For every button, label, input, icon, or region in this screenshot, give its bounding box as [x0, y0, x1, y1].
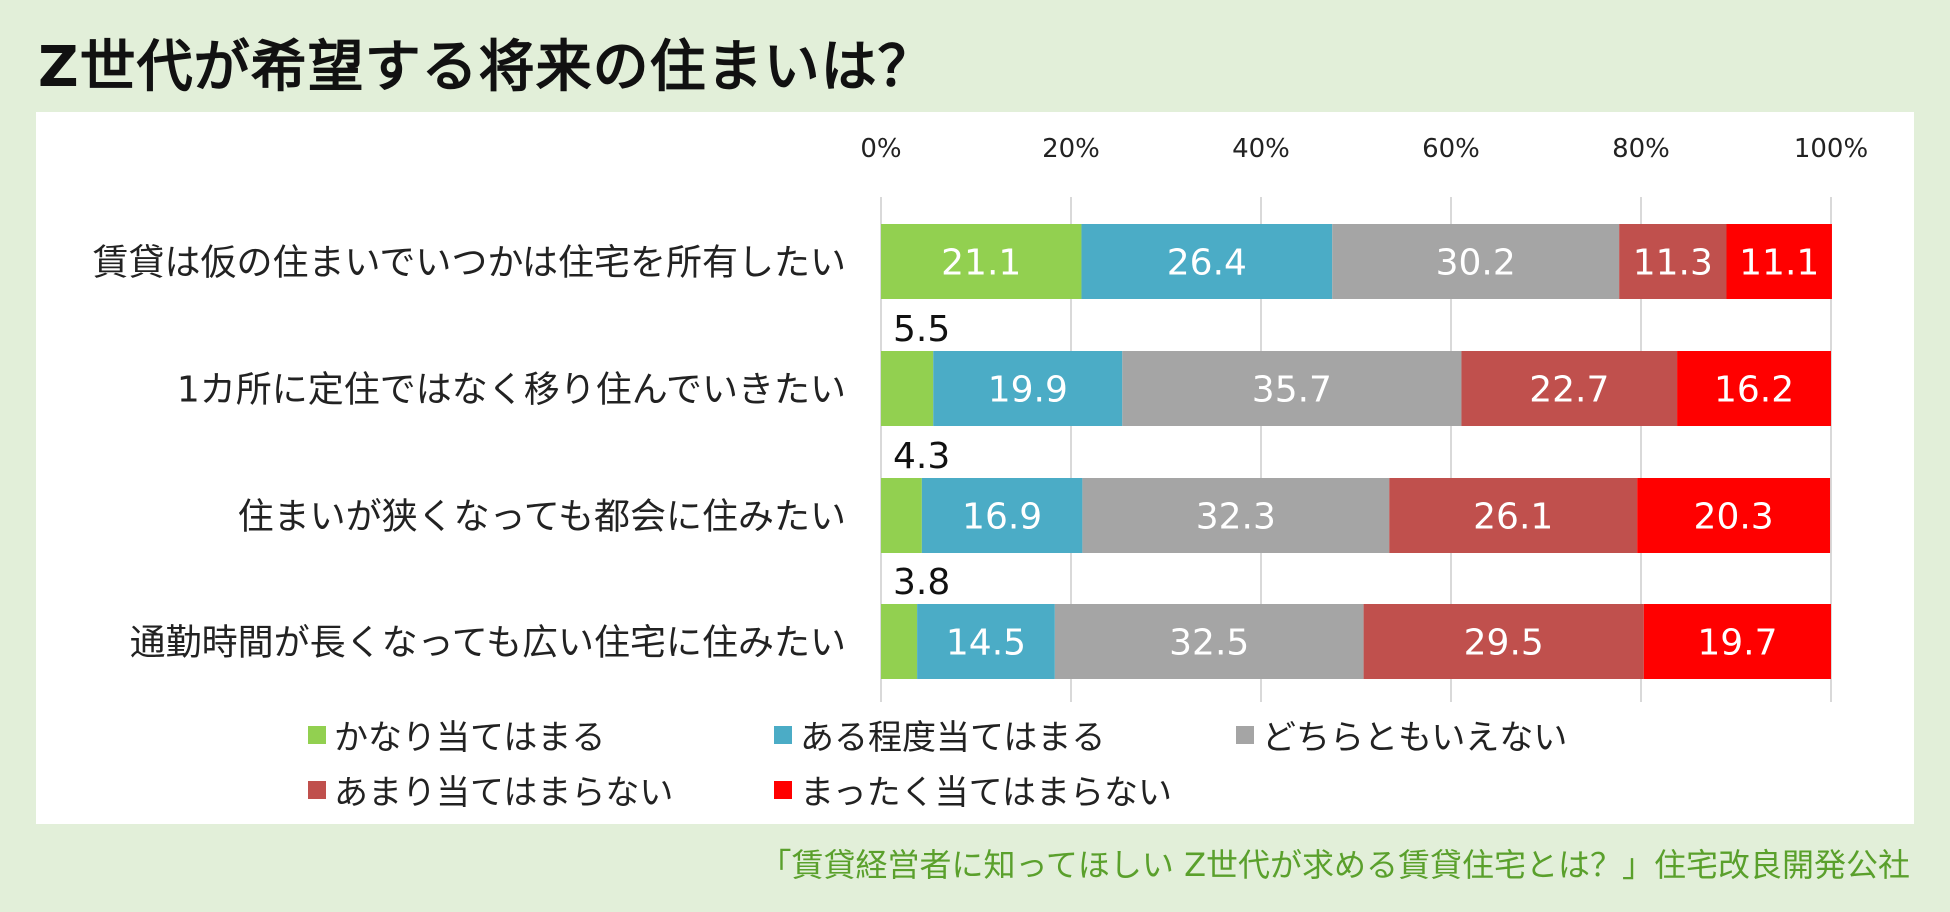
data-label: 5.5 — [893, 309, 950, 350]
bar-segment — [1054, 604, 1364, 679]
category-label: 住まいが狭くなっても都会に住みたい — [238, 497, 846, 538]
x-tick-label: 60% — [1422, 134, 1480, 164]
x-tick-label: 20% — [1042, 134, 1100, 164]
legend-label: まったく当てはまらない — [800, 773, 1172, 813]
legend-swatch — [1236, 726, 1254, 744]
bar-segment — [1082, 478, 1390, 553]
bar-segment — [1332, 224, 1620, 299]
legend-label: ある程度当てはまる — [800, 718, 1105, 758]
data-label: 4.3 — [893, 436, 950, 477]
bar-segment — [933, 351, 1123, 426]
legend-label: あまり当てはまらない — [334, 773, 673, 813]
source-credit: 「賃貸経営者に知ってほしい Z世代が求める賃貸住宅とは？」住宅改良開発公社 — [759, 846, 1911, 884]
category-label: 通勤時間が長くなっても広い住宅に住みたい — [130, 623, 846, 664]
x-tick-label: 40% — [1232, 134, 1290, 164]
bar-segment — [1363, 604, 1644, 679]
legend-swatch — [308, 781, 326, 799]
data-label: 16.9 — [962, 497, 1042, 538]
bar-segment — [917, 604, 1055, 679]
x-tick-label: 0% — [860, 134, 901, 164]
category-label: 1カ所に定住ではなく移り住んでいきたい — [177, 370, 846, 411]
data-label: 14.5 — [946, 623, 1026, 664]
data-label: 32.5 — [1169, 623, 1249, 664]
data-label: 26.4 — [1167, 243, 1247, 284]
data-label: 3.8 — [893, 562, 950, 603]
x-tick-label: 80% — [1612, 134, 1670, 164]
bar-segment — [1081, 224, 1333, 299]
data-label: 26.1 — [1473, 497, 1553, 538]
legend-label: どちらともいえない — [1262, 718, 1567, 758]
bar-segment — [1619, 224, 1727, 299]
stacked-bar-chart: 0% 20% 40% 60% 80% 100% 賃貸は仮の住まいでいつかは住宅を所有したい 2… — [93, 134, 1869, 813]
bar-segment — [1726, 224, 1832, 299]
data-label: 32.3 — [1196, 497, 1276, 538]
bar-segment — [881, 604, 918, 679]
bar-segment — [1637, 478, 1831, 553]
bar-segment — [1389, 478, 1638, 553]
legend-swatch — [308, 726, 326, 744]
data-label: 16.2 — [1714, 370, 1794, 411]
data-label: 19.9 — [988, 370, 1068, 411]
legend-swatch — [774, 726, 792, 744]
data-label: 21.1 — [941, 243, 1021, 284]
bar-segment — [881, 351, 934, 426]
bar-segment — [1461, 351, 1678, 426]
data-label: 35.7 — [1252, 370, 1332, 411]
bar-segment — [921, 478, 1083, 553]
page-title: Z世代が希望する将来の住まいは？ — [38, 35, 935, 100]
bar-segment — [1677, 351, 1831, 426]
data-label: 30.2 — [1436, 243, 1516, 284]
data-label: 19.7 — [1697, 623, 1777, 664]
legend-label: かなり当てはまる — [334, 718, 605, 758]
legend-swatch — [774, 781, 792, 799]
data-label: 11.3 — [1633, 243, 1713, 284]
bar-segment — [881, 224, 1082, 299]
data-label: 11.1 — [1739, 243, 1819, 284]
chart-panel: 0% 20% 40% 60% 80% 100% 賃貸は仮の住まいでいつかは住宅を所有したい 2… — [36, 112, 1914, 824]
data-label: 20.3 — [1694, 497, 1774, 538]
bar-segment — [1643, 604, 1831, 679]
data-label: 29.5 — [1464, 623, 1544, 664]
x-tick-label: 100% — [1794, 134, 1868, 164]
category-label: 賃貸は仮の住まいでいつかは住宅を所有したい — [93, 243, 846, 284]
data-label: 22.7 — [1529, 370, 1609, 411]
bar-segment — [881, 478, 922, 553]
bar-segment — [1122, 351, 1462, 426]
